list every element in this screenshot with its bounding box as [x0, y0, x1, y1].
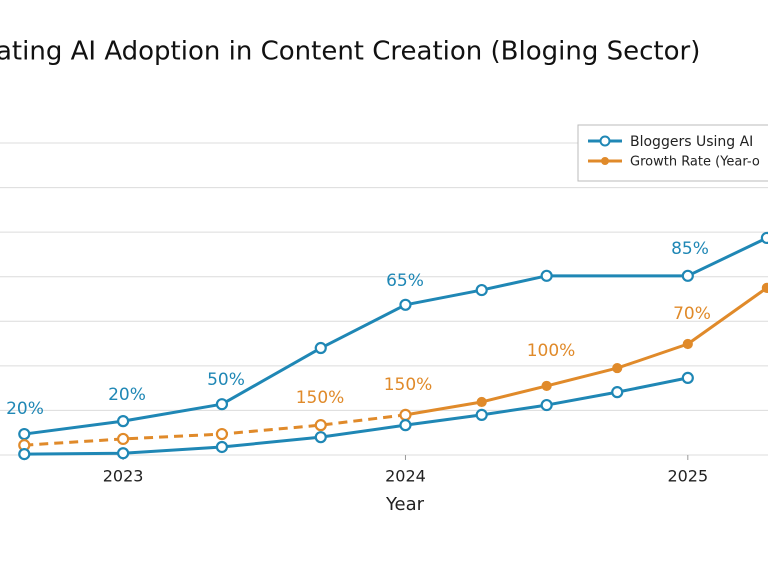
x-tick-label: 2023	[103, 467, 144, 486]
point	[681, 269, 694, 282]
lines	[18, 231, 768, 461]
point	[215, 398, 229, 411]
point	[314, 431, 327, 444]
point	[18, 448, 31, 461]
annotation: 150%	[296, 388, 345, 408]
x-axis-label: Year	[385, 494, 425, 515]
point	[399, 408, 412, 421]
annotation: 150%	[384, 375, 433, 395]
point	[399, 298, 412, 311]
grid	[0, 142, 768, 460]
x-tick-label: 2025	[667, 467, 708, 486]
point	[761, 282, 768, 293]
annotation: 100%	[527, 341, 576, 361]
legend-marker	[601, 157, 609, 165]
point	[117, 415, 130, 428]
legend-label: Growth Rate (Year-o	[630, 155, 760, 170]
point	[612, 362, 623, 374]
point	[18, 427, 31, 441]
point	[760, 231, 768, 245]
point	[540, 269, 553, 282]
annotation: 70%	[673, 304, 711, 324]
annotation: 65%	[386, 271, 424, 291]
legend-box	[577, 124, 768, 182]
point	[215, 427, 229, 441]
chart-title: ating AI Adoption in Content Creation (B…	[0, 37, 700, 67]
legend-marker	[599, 135, 611, 147]
point	[540, 398, 553, 412]
legend: Bloggers Using AI Growth Rate (Year-o	[577, 124, 768, 182]
point	[399, 419, 412, 432]
point	[476, 396, 487, 408]
point	[117, 432, 130, 446]
point	[475, 283, 488, 297]
point	[475, 408, 488, 421]
point	[314, 341, 327, 355]
point	[611, 386, 624, 399]
series-line	[405, 286, 768, 417]
point	[117, 447, 130, 460]
legend-label: Bloggers Using AI	[630, 134, 753, 150]
point	[681, 371, 694, 384]
point	[682, 338, 693, 350]
annotation: 50%	[207, 370, 245, 390]
point	[215, 440, 229, 454]
point	[314, 419, 327, 432]
x-tick-label: 2024	[385, 467, 426, 486]
point	[541, 380, 552, 392]
annotation: 20%	[108, 385, 146, 405]
annotation: 85%	[671, 239, 709, 259]
annotation: 20%	[6, 399, 44, 419]
series-line	[24, 413, 406, 447]
